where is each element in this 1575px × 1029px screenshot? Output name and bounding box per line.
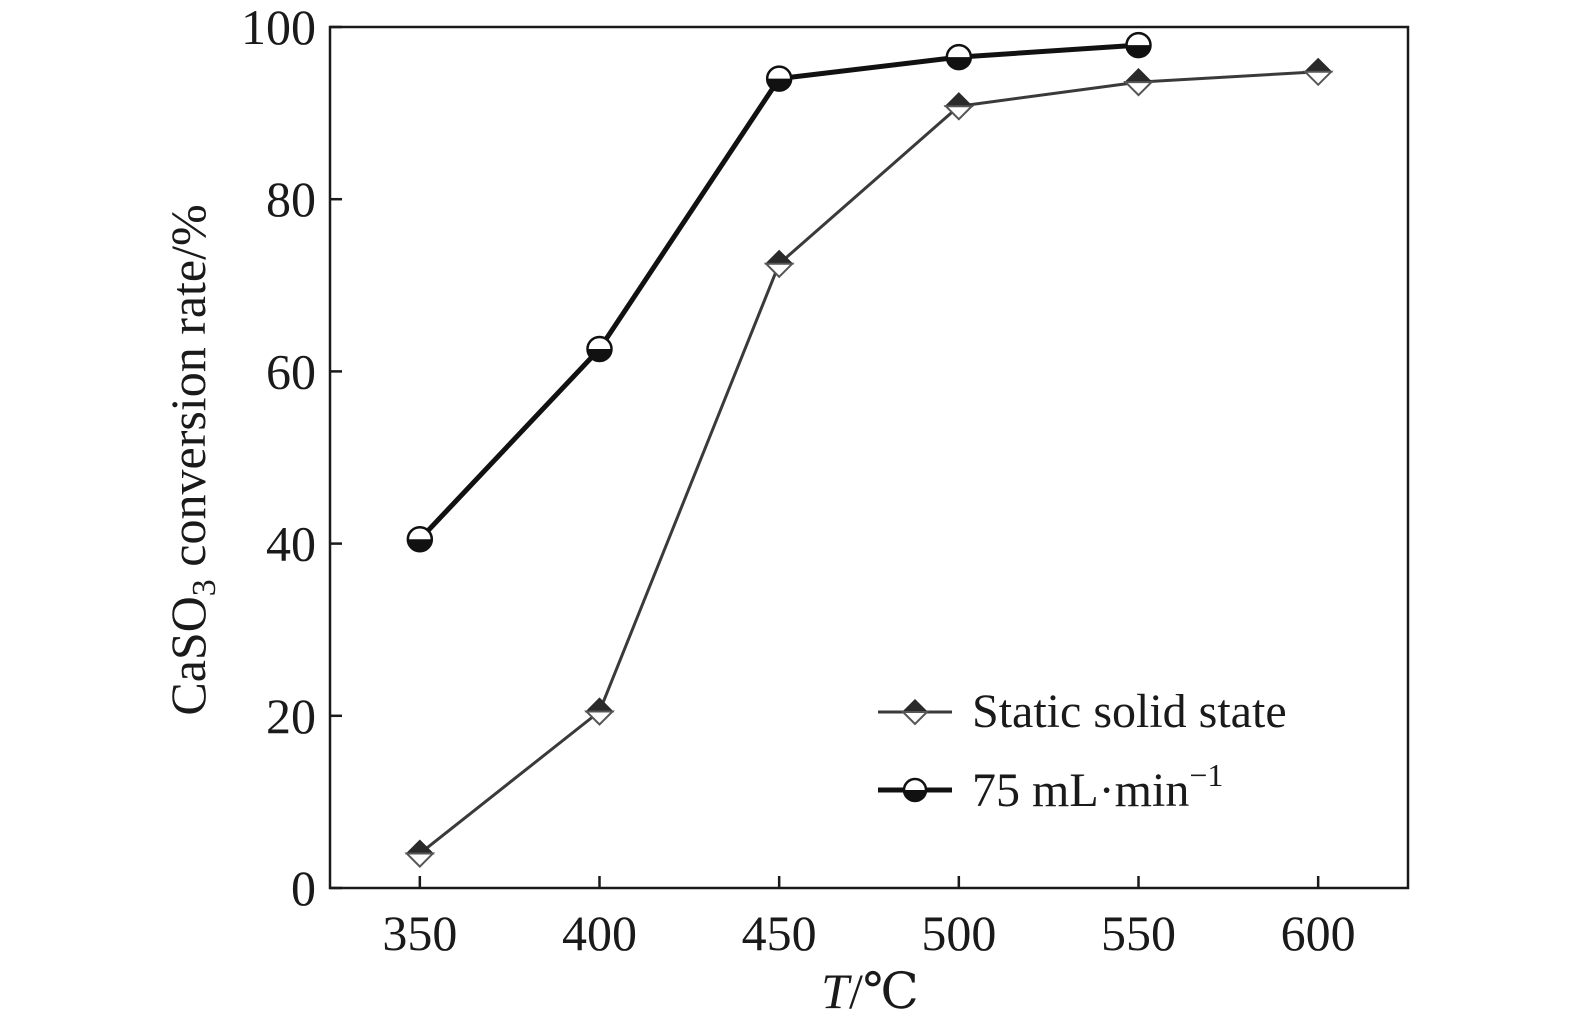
marker-bottom-half bbox=[1123, 81, 1154, 97]
marker-top-half bbox=[584, 697, 615, 713]
marker-top-half bbox=[1123, 68, 1154, 83]
legend-label-75-ml-min: 75 mL·min−1 bbox=[972, 757, 1223, 817]
marker-bottom-half bbox=[904, 790, 926, 801]
y-tick-label: 20 bbox=[266, 688, 316, 744]
y-tick-label: 60 bbox=[266, 343, 316, 399]
data-point-diamond bbox=[900, 698, 930, 726]
marker-bottom-half bbox=[946, 57, 971, 70]
series-line bbox=[418, 70, 1319, 855]
series-75-ml-min bbox=[406, 31, 1152, 553]
data-point-diamond bbox=[404, 839, 436, 868]
marker-bottom-half bbox=[584, 710, 615, 726]
data-point-circle bbox=[902, 777, 928, 803]
series-static-solid-state bbox=[404, 57, 1334, 868]
x-tick-label: 450 bbox=[742, 905, 817, 961]
marker-top-half bbox=[1303, 57, 1333, 73]
plot-frame bbox=[328, 25, 1410, 890]
legend-item-static-solid-state: Static solid state bbox=[878, 685, 1287, 738]
marker-bottom-half bbox=[943, 105, 975, 121]
x-tick-label: 350 bbox=[382, 905, 457, 961]
marker-bottom-half bbox=[407, 539, 432, 552]
plot-area bbox=[328, 25, 1410, 890]
marker-bottom-half bbox=[404, 852, 436, 868]
marker-top-half bbox=[901, 698, 929, 713]
marker-bottom-half bbox=[767, 78, 792, 91]
data-point-circle bbox=[586, 335, 613, 363]
data-point-diamond bbox=[584, 697, 615, 726]
marker-bottom-half bbox=[1302, 70, 1334, 87]
marker-top-half bbox=[944, 92, 974, 107]
series-layer bbox=[404, 31, 1334, 868]
series-line bbox=[418, 42, 1139, 542]
legend-marker-diamond bbox=[900, 698, 930, 726]
data-point-diamond bbox=[763, 249, 795, 279]
axis-ticks: 350 400 450 500 550 600 0 20 40 60 80 100 bbox=[241, 0, 1356, 961]
x-axis-label: T/℃ bbox=[821, 963, 919, 1019]
marker-bottom-half bbox=[587, 349, 612, 362]
x-tick-label: 400 bbox=[562, 905, 637, 961]
data-point-circle bbox=[1125, 31, 1152, 59]
legend-marker-circle bbox=[902, 777, 928, 803]
x-tick-label: 550 bbox=[1101, 905, 1176, 961]
data-point-diamond bbox=[943, 92, 975, 121]
marker-bottom-half bbox=[900, 711, 930, 726]
y-tick-label: 80 bbox=[266, 171, 316, 227]
legend-item-75-ml-min: 75 mL·min−1 bbox=[878, 757, 1223, 817]
data-point-circle bbox=[406, 526, 434, 553]
y-tick-label: 0 bbox=[291, 860, 316, 916]
data-point-diamond bbox=[1302, 57, 1334, 87]
legend-label-static-solid-state: Static solid state bbox=[972, 685, 1287, 738]
y-tick-label: 40 bbox=[266, 516, 316, 572]
y-axis-label: CaSO3 conversion rate/% bbox=[160, 204, 223, 715]
x-tick-label: 600 bbox=[1281, 905, 1356, 961]
x-tick-label: 500 bbox=[921, 905, 996, 961]
data-point-circle bbox=[945, 43, 973, 71]
data-point-diamond bbox=[1123, 68, 1154, 97]
data-point-circle bbox=[765, 65, 793, 92]
marker-bottom-half bbox=[763, 262, 795, 279]
marker-bottom-half bbox=[1126, 45, 1151, 58]
y-tick-label: 100 bbox=[241, 0, 316, 55]
legend: Static solid state 75 mL·min−1 bbox=[878, 685, 1287, 817]
